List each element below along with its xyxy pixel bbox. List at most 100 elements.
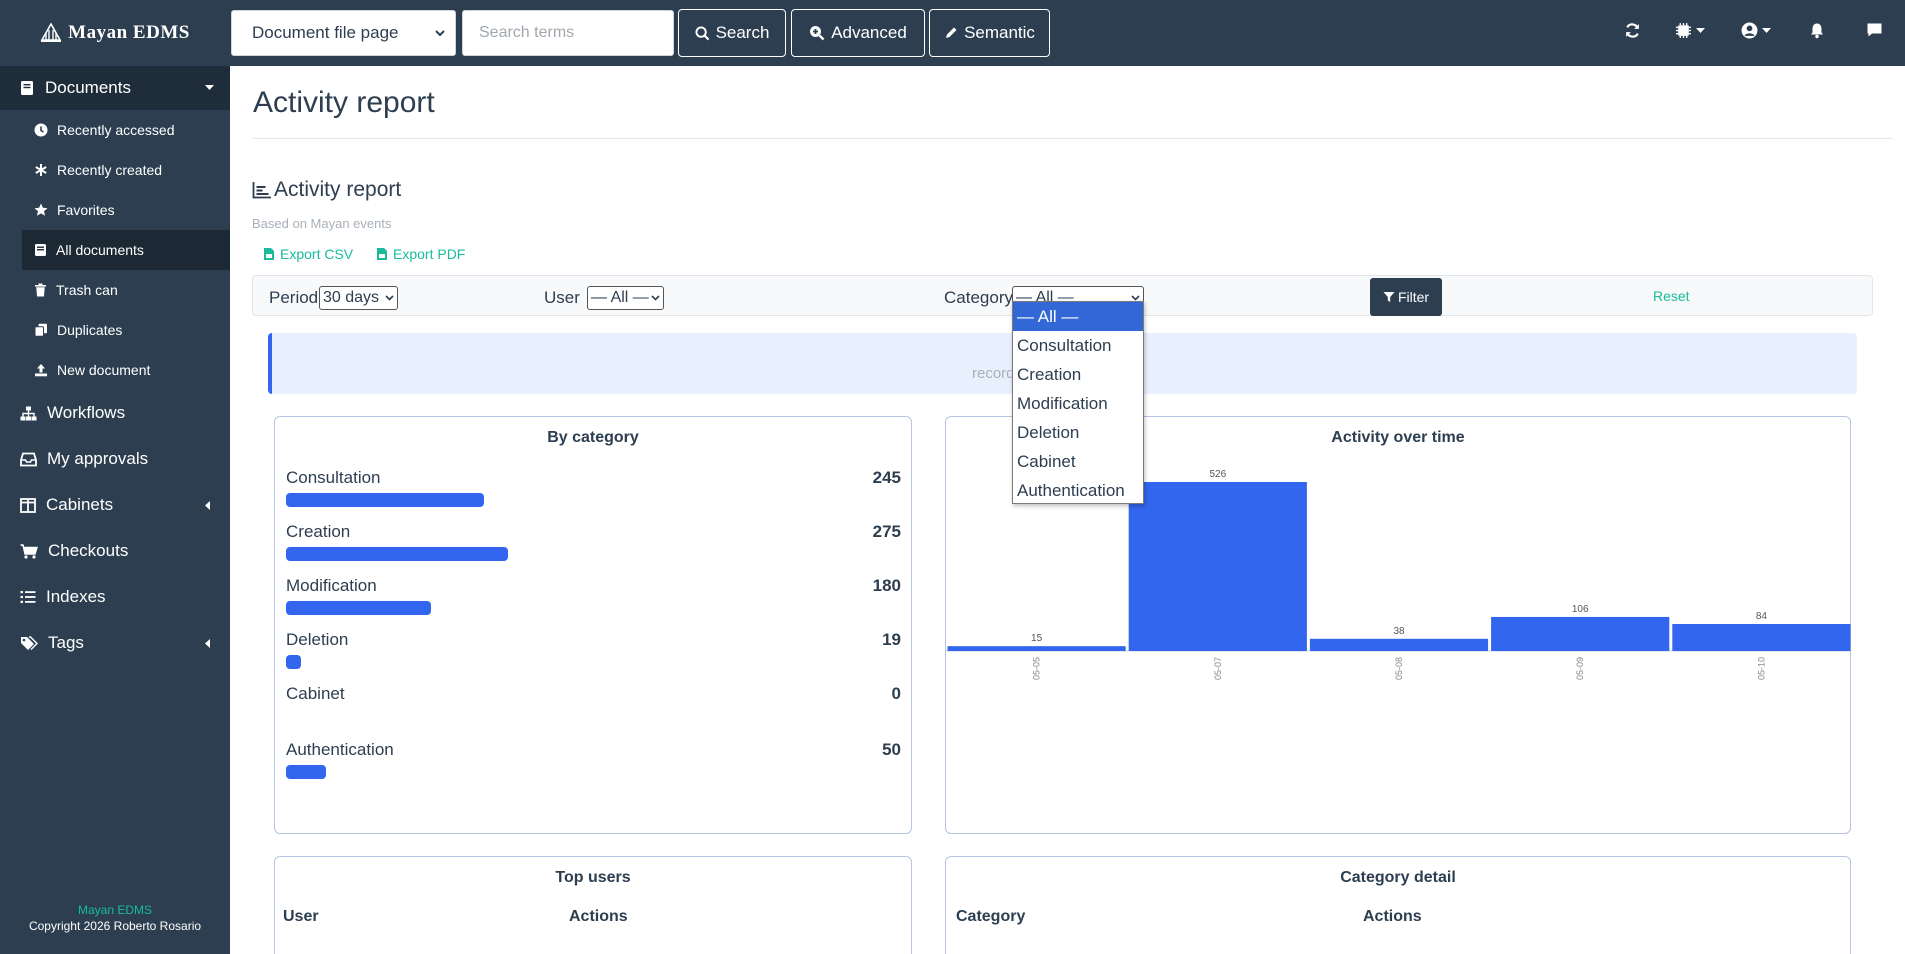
filter-button[interactable]: Filter — [1370, 278, 1442, 316]
sidebar-item-recently-created[interactable]: Recently created — [0, 150, 230, 190]
sidebar-item-label: Cabinets — [46, 495, 114, 514]
category-option[interactable]: Deletion — [1017, 422, 1080, 442]
sidebar-item-checkouts[interactable]: Checkouts — [0, 528, 230, 574]
brand[interactable]: Mayan EDMS — [0, 0, 230, 66]
section-title-text: Activity report — [274, 178, 402, 201]
title-divider — [253, 138, 1893, 139]
column-header-category: Category — [956, 908, 1026, 925]
sidebar-item-favorites[interactable]: Favorites — [0, 190, 230, 230]
category-option[interactable]: Authentication — [1017, 480, 1125, 500]
bar-value-label: 526 — [1209, 469, 1226, 480]
category-row: Creation 275 — [286, 522, 901, 576]
sidebar-item-label: New document — [57, 362, 151, 378]
system-menu[interactable] — [1675, 22, 1705, 39]
cart-icon — [20, 543, 38, 559]
page-title: Activity report — [253, 86, 435, 119]
category-name: Modification — [286, 576, 377, 595]
mayan-logo-icon — [40, 23, 62, 42]
sidebar-item-new-document[interactable]: New document — [0, 350, 230, 390]
activity-bar-chart: 15 05-05 526 05-07 38 05-08 106 05-09 84 05-10 — [946, 469, 1852, 680]
sitemap-icon — [20, 406, 37, 420]
bar-value-label: 38 — [1393, 626, 1405, 637]
file-pdf-icon — [377, 248, 387, 260]
bar-value-label: 84 — [1756, 611, 1768, 622]
book-icon — [35, 244, 46, 256]
user-value: — All — — [591, 289, 649, 306]
bell-icon — [1811, 23, 1823, 39]
column-header-user: User — [283, 908, 319, 925]
user-select[interactable]: — All — — [587, 286, 664, 310]
inbox-icon — [20, 452, 37, 466]
period-label: Period — [269, 288, 319, 307]
sidebar-item-label: Checkouts — [48, 541, 129, 560]
section-title: Activity report — [252, 178, 401, 202]
main-content: Activity report Activity report Based on… — [230, 66, 1905, 954]
search-button[interactable]: Search — [678, 9, 786, 57]
comment-icon — [1867, 23, 1882, 37]
sidebar-item-label: Tags — [48, 633, 84, 652]
category-row: Deletion 19 — [286, 630, 901, 684]
notifications-button[interactable] — [1809, 22, 1825, 39]
category-option[interactable]: Cabinet — [1017, 451, 1076, 471]
bar-value-label: 15 — [1031, 633, 1043, 644]
column-header-actions: Actions — [1363, 908, 1422, 925]
sidebar-item-label: Indexes — [46, 587, 106, 606]
sidebar-item-duplicates[interactable]: Duplicates — [0, 310, 230, 350]
category-option[interactable]: Consultation — [1017, 335, 1112, 355]
category-option[interactable]: Modification — [1017, 393, 1108, 413]
search-icon — [695, 25, 709, 40]
sidebar-item-documents[interactable]: Documents — [0, 66, 230, 110]
sidebar-item-cabinets[interactable]: Cabinets — [0, 482, 230, 528]
messages-button[interactable] — [1866, 22, 1883, 38]
user-label: User — [544, 288, 580, 307]
sidebar-item-label: Trash can — [56, 282, 118, 298]
sidebar-item-my-approvals[interactable]: My approvals — [0, 436, 230, 482]
category-name: Authentication — [286, 740, 394, 759]
category-row: Modification 180 — [286, 576, 901, 630]
pencil-icon — [946, 27, 957, 38]
column-header-actions: Actions — [569, 908, 628, 925]
sidebar-item-label: All documents — [56, 242, 144, 258]
sidebar-item-trash-can[interactable]: Trash can — [0, 270, 230, 310]
period-value: 30 days — [323, 289, 380, 306]
category-detail-card: Category detail Category Actions — [945, 856, 1851, 954]
sidebar-item-all-documents[interactable]: All documents — [22, 230, 230, 270]
sidebar-item-label: Favorites — [57, 202, 115, 218]
category-count: 245 — [872, 468, 901, 487]
category-bar — [286, 493, 484, 507]
x-tick-label: 05-10 — [1756, 657, 1766, 680]
sidebar-item-label: Workflows — [47, 403, 126, 422]
export-csv-link[interactable]: Export CSV — [263, 246, 353, 262]
sidebar-item-workflows[interactable]: Workflows — [0, 390, 230, 436]
category-option[interactable]: — All — — [1013, 302, 1143, 331]
category-bar — [286, 655, 301, 669]
reset-link[interactable]: Reset — [1653, 288, 1690, 304]
advanced-search-button[interactable]: Advanced — [791, 9, 925, 57]
columns-icon — [20, 497, 36, 513]
export-pdf-link[interactable]: Export PDF — [376, 246, 465, 262]
sidebar-item-recently-accessed[interactable]: Recently accessed — [0, 110, 230, 150]
sidebar-item-tags[interactable]: Tags — [0, 620, 230, 666]
user-menu[interactable] — [1741, 22, 1771, 39]
refresh-button[interactable] — [1624, 22, 1641, 39]
chart-bar — [1672, 624, 1851, 651]
search-model-select[interactable]: Document file page — [231, 10, 456, 56]
chart-bar — [1309, 638, 1489, 651]
category-detail-title: Category detail — [1340, 869, 1456, 886]
semantic-search-button[interactable]: Semantic — [929, 9, 1050, 57]
caret-left-icon — [205, 500, 210, 510]
sidebar: Documents Recently accessed Recently cre… — [0, 66, 230, 954]
sidebar-item-label: Recently created — [57, 162, 163, 178]
chevron-down-icon — [435, 30, 445, 37]
chevron-down-icon — [1131, 295, 1140, 301]
sidebar-item-indexes[interactable]: Indexes — [0, 574, 230, 620]
category-option[interactable]: Creation — [1017, 364, 1082, 384]
by-category-title: By category — [547, 429, 639, 446]
caret-down-icon — [1762, 27, 1771, 33]
by-category-card: By category Consultation 245 Creation 275 Mo… — [274, 416, 912, 834]
upload-icon — [35, 364, 47, 377]
search-input[interactable]: Search terms — [462, 10, 674, 56]
category-row: Authentication 50 — [286, 740, 901, 794]
period-select[interactable]: 30 days — [319, 286, 398, 310]
sidebar-item-label: My approvals — [47, 449, 149, 468]
